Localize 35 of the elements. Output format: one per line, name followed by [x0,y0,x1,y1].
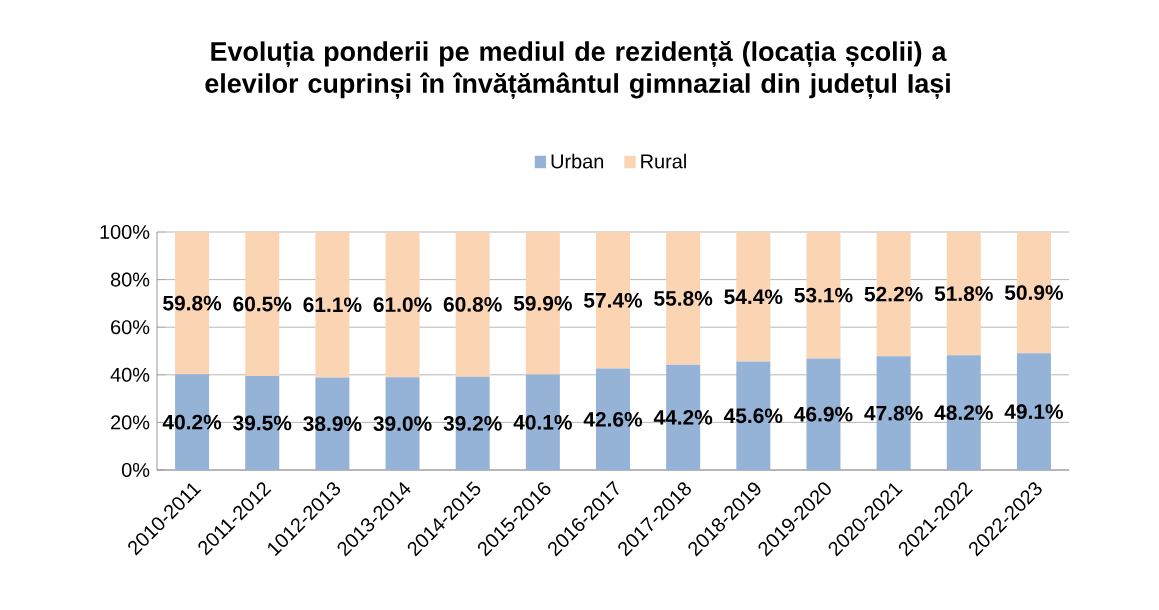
data-label: 52.2% [864,286,923,302]
data-label: 38.9% [303,416,362,432]
data-label: 53.1% [794,287,853,303]
data-label: 51.8% [934,286,993,302]
data-label: 57.4% [584,292,643,308]
data-label: 40.2% [162,414,222,430]
data-label: 60.8% [443,296,502,312]
data-label: 44.2% [653,410,713,425]
data-label: 59.8% [163,295,222,311]
data-label: 46.9% [794,406,853,422]
y-tick-label: 40% [110,367,150,382]
data-label: 42.6% [583,411,643,427]
chart-title: Evoluția ponderii pe mediul de rezidență (locația școlii) a elevilor cuprinși în învățământul gimnazial din județul Iași [205,41,950,99]
y-tick-label: 0% [121,462,150,478]
y-tick-label: 80% [110,272,150,287]
data-label: 39.5% [233,415,292,431]
data-label: 59.9% [513,295,572,311]
y-tick-label: 60% [111,320,150,335]
data-label: 39.0% [373,416,432,432]
data-label: 54.4% [724,289,783,305]
data-label: 60.5% [233,296,292,312]
data-label: 49.1% [1004,404,1064,419]
y-tick-label: 100% [100,224,150,240]
data-label: 61.1% [303,297,362,313]
data-label: 55.8% [654,291,713,306]
data-label: 48.2% [934,405,993,421]
data-label: 40.1% [513,414,572,430]
data-label: 45.6% [723,408,783,424]
y-tick-label: 20% [111,415,150,430]
data-label: 61.0% [373,297,432,313]
legend-label: Urban [551,153,604,169]
legend-label: Rural [641,153,686,169]
data-label: 50.9% [1004,285,1064,300]
data-label: 39.2% [443,415,502,431]
data-label: 47.8% [864,405,923,421]
